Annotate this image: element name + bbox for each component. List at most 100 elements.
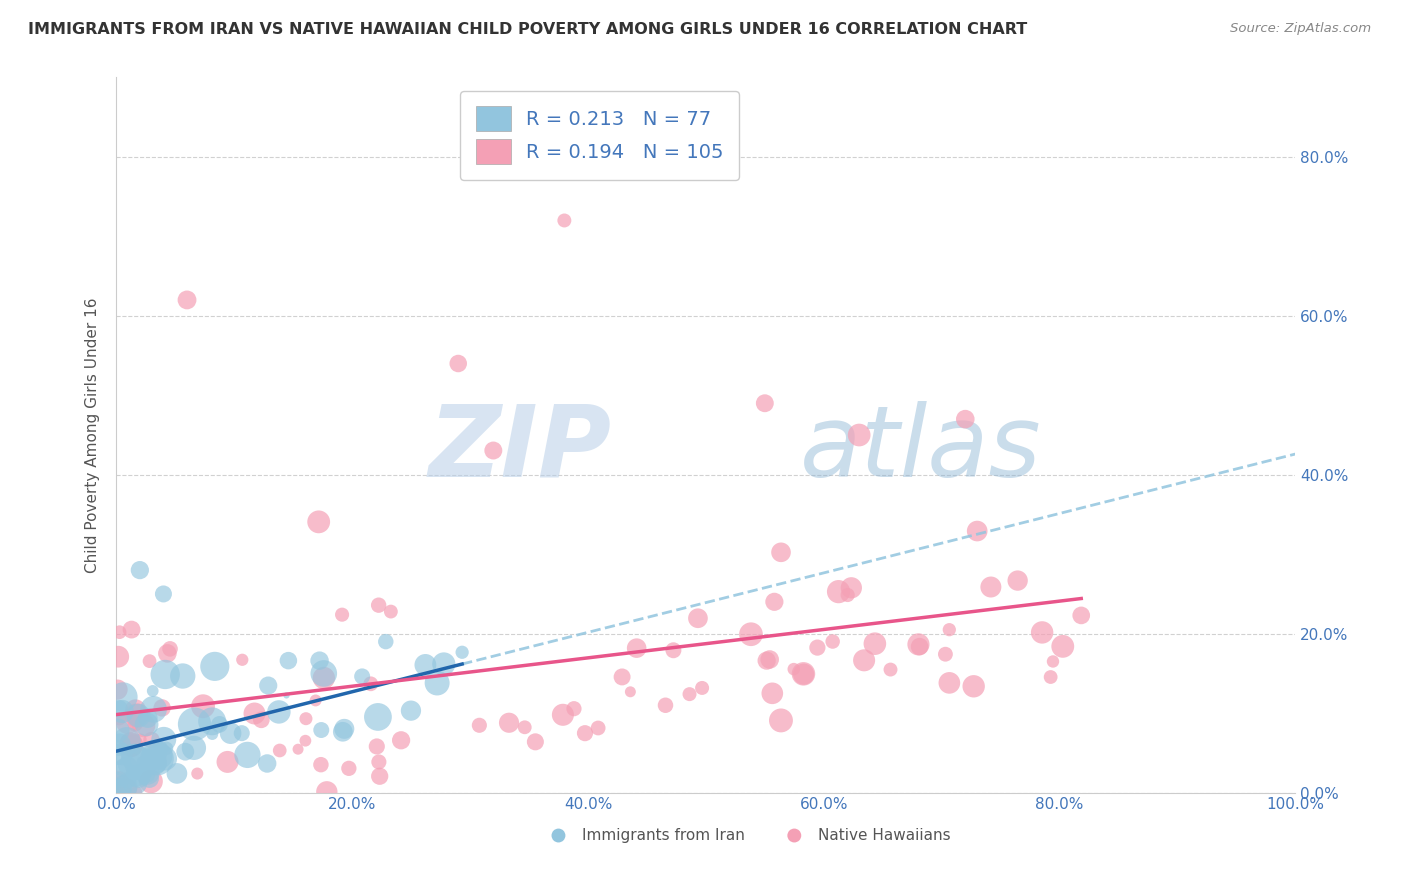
Point [879, 663, 901, 677]
Point [934, 647, 956, 661]
Point [142, 702, 165, 716]
Point [250, 713, 273, 727]
Point [451, 645, 474, 659]
Point [166, 766, 188, 780]
Point [955, 412, 977, 426]
Point [827, 584, 849, 599]
Point [333, 722, 356, 736]
Point [654, 698, 676, 713]
Point [482, 443, 505, 458]
Point [389, 733, 412, 747]
Point [256, 756, 278, 771]
Point [176, 293, 198, 307]
Point [332, 724, 354, 739]
Point [152, 587, 174, 601]
Point [117, 758, 139, 772]
Point [107, 775, 129, 789]
Point [201, 727, 224, 741]
Point [352, 669, 374, 683]
Point [276, 689, 298, 703]
Point [236, 747, 259, 762]
Point [120, 735, 142, 749]
Point [433, 657, 456, 671]
Point [758, 652, 780, 666]
Text: Native Hawaiians: Native Hawaiians [818, 828, 950, 843]
Point [755, 654, 778, 668]
Point [139, 774, 162, 789]
Point [399, 704, 422, 718]
Point [127, 708, 149, 723]
Point [231, 726, 253, 740]
Point [690, 681, 713, 695]
Point [115, 734, 138, 748]
Text: atlas: atlas [800, 401, 1042, 498]
Point [128, 769, 150, 783]
Point [124, 703, 146, 717]
Point [586, 721, 609, 735]
Point [783, 833, 806, 847]
Point [191, 699, 214, 714]
Point [374, 634, 396, 648]
Point [117, 715, 139, 730]
Text: Immigrants from Iran: Immigrants from Iran [582, 828, 745, 843]
Point [806, 640, 828, 655]
Point [146, 752, 169, 766]
Point [1052, 640, 1074, 654]
Point [148, 749, 170, 764]
Point [908, 640, 931, 654]
Text: IMMIGRANTS FROM IRAN VS NATIVE HAWAIIAN CHILD POVERTY AMONG GIRLS UNDER 16 CORRE: IMMIGRANTS FROM IRAN VS NATIVE HAWAIIAN … [28, 22, 1028, 37]
Point [129, 732, 152, 747]
Point [853, 653, 876, 667]
Point [547, 833, 569, 847]
Point [208, 717, 231, 731]
Point [186, 766, 208, 780]
Point [792, 666, 814, 681]
Point [111, 705, 134, 719]
Point [763, 595, 786, 609]
Point [368, 769, 391, 783]
Point [108, 712, 131, 726]
Point [231, 653, 253, 667]
Point [172, 669, 194, 683]
Point [360, 677, 382, 691]
Point [138, 654, 160, 668]
Point [219, 726, 242, 740]
Point [447, 357, 470, 371]
Point [551, 707, 574, 722]
Point [740, 627, 762, 641]
Point [426, 676, 449, 690]
Point [143, 747, 166, 762]
Point [111, 747, 134, 762]
Point [129, 756, 152, 771]
Point [138, 772, 160, 786]
Point [769, 545, 792, 559]
Point [150, 701, 173, 715]
Point [111, 766, 134, 780]
Point [793, 667, 815, 681]
Point [110, 779, 132, 793]
Point [153, 667, 176, 681]
Point [1070, 608, 1092, 623]
Point [367, 710, 389, 724]
Text: Source: ZipAtlas.com: Source: ZipAtlas.com [1230, 22, 1371, 36]
Point [243, 706, 266, 721]
Point [124, 750, 146, 764]
Point [367, 598, 389, 612]
Point [108, 738, 131, 752]
Y-axis label: Child Poverty Among Girls Under 16: Child Poverty Among Girls Under 16 [86, 297, 100, 573]
Point [107, 723, 129, 738]
Point [183, 717, 205, 731]
Point [108, 701, 131, 715]
Point [562, 702, 585, 716]
Point [966, 524, 988, 538]
Point [678, 687, 700, 701]
Point [309, 757, 332, 772]
Point [686, 611, 709, 625]
Point [553, 213, 575, 227]
Point [114, 780, 136, 794]
Point [380, 605, 402, 619]
Point [136, 711, 159, 725]
Point [128, 563, 150, 577]
Point [821, 634, 844, 648]
Legend: R = 0.213   N = 77, R = 0.194   N = 105: R = 0.213 N = 77, R = 0.194 N = 105 [460, 91, 740, 179]
